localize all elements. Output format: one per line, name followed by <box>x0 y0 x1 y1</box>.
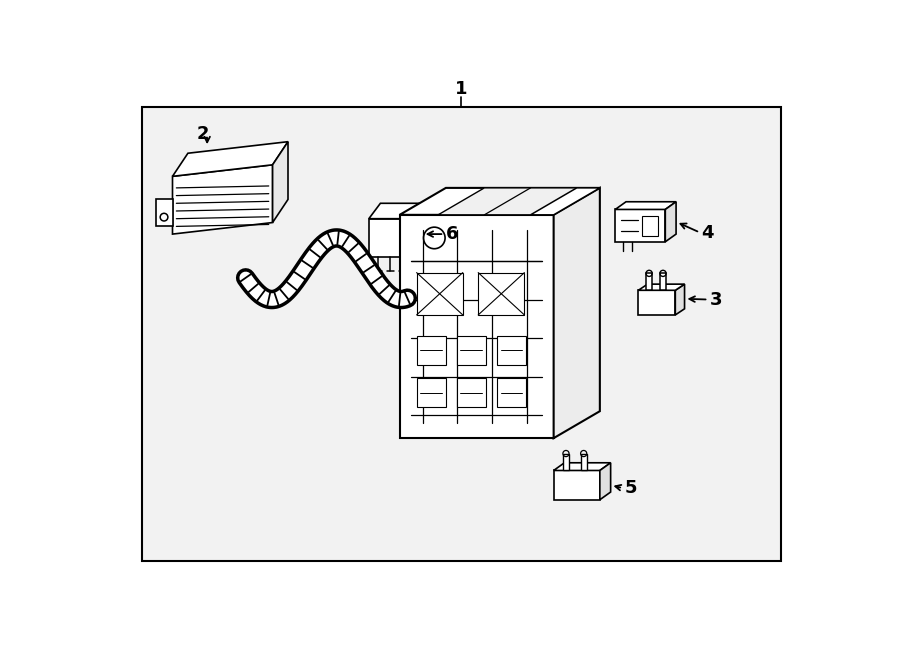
Bar <box>497 336 526 365</box>
Polygon shape <box>616 202 676 210</box>
Polygon shape <box>400 188 599 215</box>
Bar <box>141 107 781 561</box>
Polygon shape <box>646 274 652 290</box>
Bar <box>456 336 486 365</box>
Text: 3: 3 <box>710 291 723 309</box>
Polygon shape <box>173 141 288 176</box>
Bar <box>456 378 486 407</box>
Polygon shape <box>273 141 288 223</box>
Polygon shape <box>660 274 666 290</box>
Bar <box>417 378 446 407</box>
Bar <box>497 378 526 407</box>
Text: 1: 1 <box>455 81 467 98</box>
Polygon shape <box>665 202 676 242</box>
Text: 4: 4 <box>701 223 714 241</box>
Polygon shape <box>369 219 411 257</box>
Polygon shape <box>562 453 569 471</box>
Polygon shape <box>599 463 610 500</box>
Polygon shape <box>580 453 587 471</box>
Polygon shape <box>638 290 675 315</box>
Bar <box>417 336 446 365</box>
Polygon shape <box>369 204 423 219</box>
Text: 2: 2 <box>197 125 210 143</box>
Polygon shape <box>438 188 584 215</box>
Polygon shape <box>156 200 173 226</box>
Polygon shape <box>530 188 599 215</box>
Text: 6: 6 <box>446 225 458 243</box>
Bar <box>417 272 463 315</box>
Polygon shape <box>638 284 685 290</box>
Polygon shape <box>554 471 599 500</box>
Text: 5: 5 <box>625 479 637 497</box>
Polygon shape <box>616 210 665 242</box>
Polygon shape <box>554 463 610 471</box>
Bar <box>643 215 658 235</box>
Polygon shape <box>411 204 423 257</box>
Polygon shape <box>400 215 554 438</box>
Polygon shape <box>675 284 685 315</box>
Bar <box>478 272 525 315</box>
Polygon shape <box>173 165 273 234</box>
Polygon shape <box>554 188 599 438</box>
